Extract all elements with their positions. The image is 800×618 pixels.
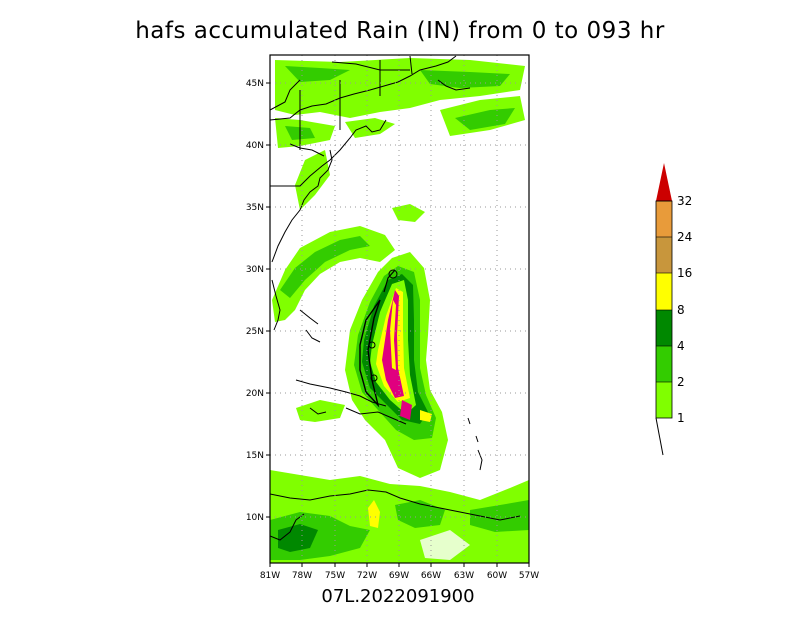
colorbar-label: 1 (677, 411, 685, 425)
chart-title: hafs accumulated Rain (IN) from 0 to 093… (135, 18, 665, 44)
lon-tick-label: 69W (389, 571, 409, 581)
colorbar: 1 2 4 8 16 24 32 (655, 163, 692, 456)
lat-tick-label: 15N (246, 451, 264, 461)
colorbar-swatch (656, 237, 672, 273)
rain-swath-hurricane (345, 252, 448, 478)
lon-tick-label: 57W (519, 571, 539, 581)
lon-tick-label: 66W (421, 571, 441, 581)
coastlines (270, 55, 521, 541)
lat-tick-label: 30N (246, 265, 264, 275)
lat-tick-label: 35N (246, 203, 264, 213)
storm-id-label: 07L.2022091900 (321, 586, 475, 607)
lat-axis: 45N 40N 35N 30N 25N 20N 15N 10N (246, 79, 270, 523)
lat-tick-label: 45N (246, 79, 264, 89)
lon-tick-label: 60W (487, 571, 507, 581)
colorbar-swatch (656, 310, 672, 346)
lon-tick-label: 81W (260, 571, 280, 581)
colorbar-swatch (656, 346, 672, 382)
map-panel (270, 55, 529, 563)
lat-tick-label: 10N (246, 513, 264, 523)
rain-field-west (272, 204, 425, 422)
colorbar-swatch (656, 201, 672, 237)
lon-tick-label: 72W (357, 571, 377, 581)
colorbar-arrow-top (656, 163, 672, 201)
colorbar-label: 32 (677, 194, 692, 208)
colorbar-label: 8 (677, 303, 685, 317)
colorbar-label: 2 (677, 375, 685, 389)
lat-tick-label: 40N (246, 141, 264, 151)
lon-tick-label: 63W (454, 571, 474, 581)
lat-tick-label: 25N (246, 327, 264, 337)
colorbar-label: 16 (677, 266, 692, 280)
colorbar-swatch (656, 273, 672, 310)
lat-tick-label: 20N (246, 389, 264, 399)
lon-tick-label: 75W (325, 571, 345, 581)
graticule (270, 55, 529, 563)
lon-tick-label: 78W (292, 571, 312, 581)
colorbar-label: 4 (677, 339, 685, 353)
colorbar-swatch (656, 382, 672, 418)
lon-axis: 81W 78W 75W 72W 69W 66W 63W 60W 57W (260, 563, 539, 581)
colorbar-label: 24 (677, 230, 692, 244)
